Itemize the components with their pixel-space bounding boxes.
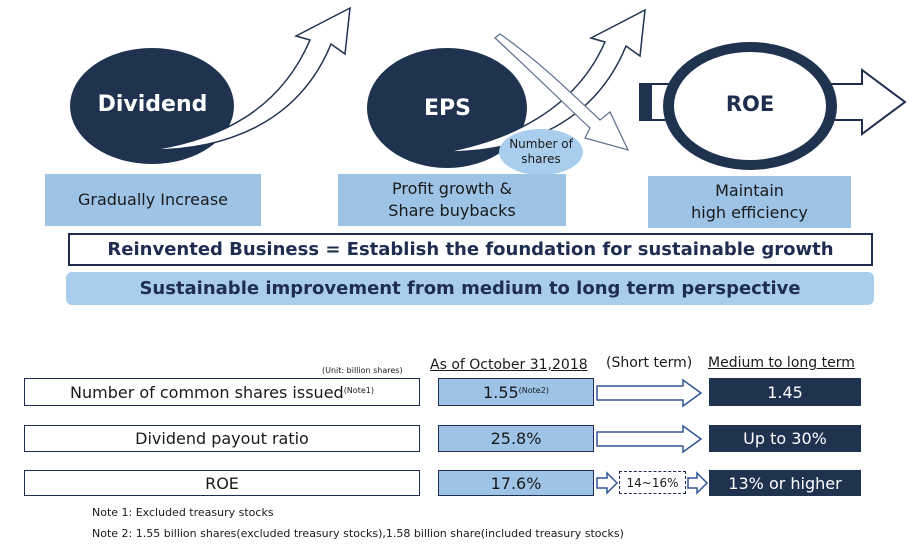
row-payout-label: Dividend payout ratio — [24, 425, 420, 452]
row-payout-target-text: Up to 30% — [743, 429, 827, 448]
row-payout-label-text: Dividend payout ratio — [135, 429, 309, 448]
row-shares-note2: (Note2) — [518, 385, 549, 395]
row-roe-label: ROE — [24, 470, 420, 496]
col-current-header: As of October 31,2018 — [430, 357, 588, 373]
row-shares-current-text: 1.55 — [483, 382, 519, 402]
eps-caption: Profit growth & Share buybacks — [338, 174, 566, 226]
reinvented-banner: Reinvented Business = Establish the foun… — [68, 233, 873, 266]
dividend-title: Dividend — [97, 92, 208, 117]
row-roe-label-text: ROE — [205, 473, 239, 493]
row-payout-current-text: 25.8% — [490, 429, 542, 448]
roe-caption-line2: high efficiency — [691, 203, 808, 222]
row-shares-label: Number of common shares issued (Note1) — [24, 378, 420, 406]
reinvented-banner-text: Reinvented Business = Establish the foun… — [107, 239, 834, 260]
dividend-caption-text: Gradually Increase — [77, 190, 229, 209]
row-shares-target-text: 1.45 — [767, 382, 803, 402]
row-payout-target: Up to 30% — [709, 425, 861, 452]
row-shares-target: 1.45 — [709, 378, 861, 406]
row-roe-target-text: 13% or higher — [728, 473, 842, 493]
roe-caption: Maintain high efficiency — [648, 176, 851, 228]
row-roe-target: 13% or higher — [709, 470, 861, 496]
shares-bubble-text: Number of shares — [499, 137, 583, 167]
row-roe-short: 14~16% — [619, 471, 686, 494]
row-shares-note1: (Note1) — [343, 385, 374, 395]
unit-label: (Unit: billion shares) — [322, 366, 403, 375]
row-roe-current: 17.6% — [438, 470, 594, 496]
row-shares-label-text: Number of common shares issued — [70, 382, 344, 402]
sustainable-banner-text: Sustainable improvement from medium to l… — [139, 278, 801, 299]
eps-caption-line2: Share buybacks — [388, 201, 516, 220]
roe-title: ROE — [725, 92, 775, 116]
row-roe-current-text: 17.6% — [490, 473, 542, 493]
eps-caption-line1: Profit growth & — [391, 179, 513, 198]
note-2: Note 2: 1.55 billion shares(excluded tre… — [92, 527, 624, 540]
eps-title: EPS — [424, 96, 471, 121]
note-1: Note 1: Excluded treasury stocks — [92, 506, 274, 519]
row-payout-current: 25.8% — [438, 425, 594, 452]
col-long-header: Medium to long term — [708, 355, 855, 371]
row-roe-short-text: 14~16% — [626, 475, 679, 490]
col-short-header: (Short term) — [606, 355, 693, 371]
shares-bubble-line2: shares — [521, 152, 561, 166]
shares-bubble-line1: Number of — [509, 137, 573, 151]
row-shares-current: 1.55 (Note2) — [438, 378, 594, 406]
sustainable-banner: Sustainable improvement from medium to l… — [66, 272, 874, 305]
roe-caption-line1: Maintain — [715, 181, 784, 200]
dividend-caption: Gradually Increase — [45, 174, 261, 226]
